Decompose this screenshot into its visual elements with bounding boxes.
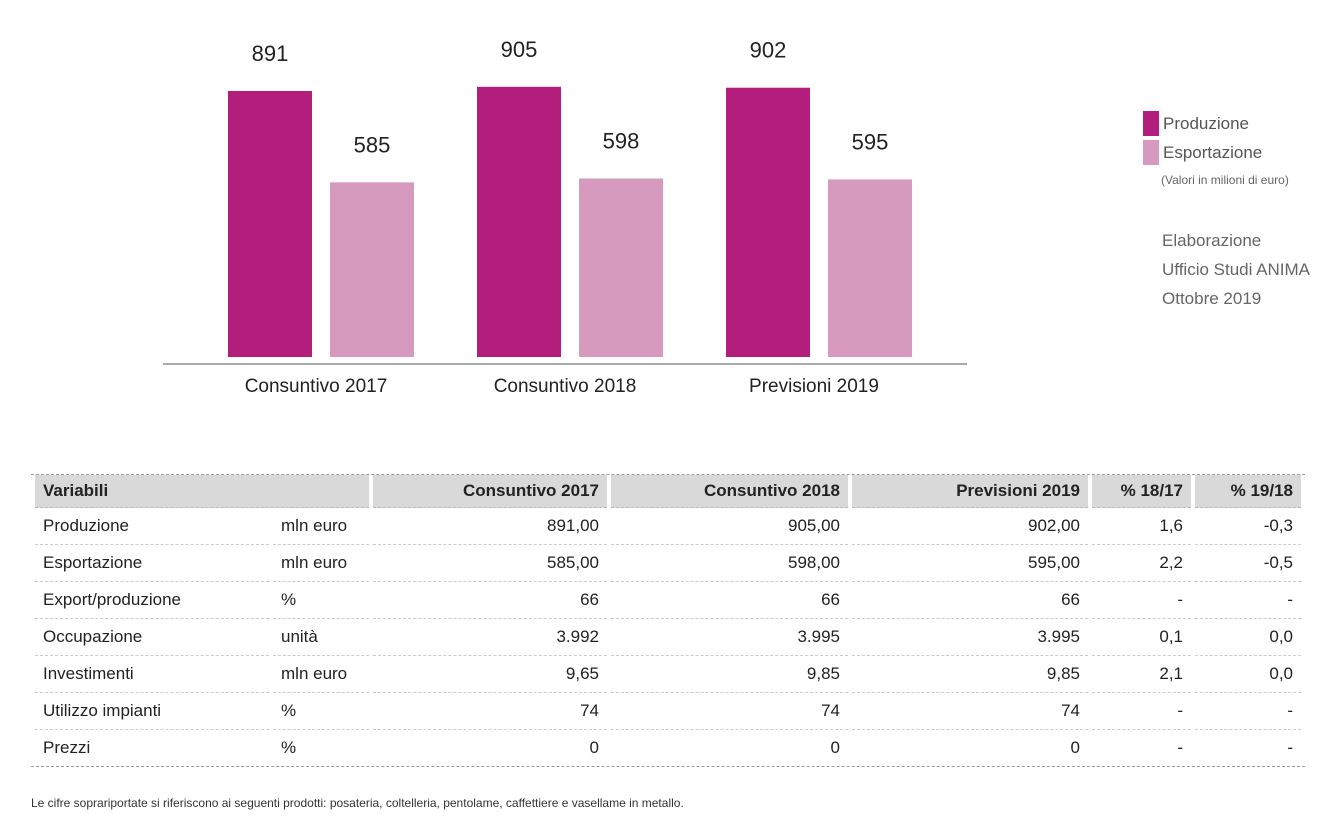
row-unit: mln euro — [273, 656, 369, 693]
cell-value: 74 — [852, 693, 1088, 730]
cell-value: 66 — [852, 582, 1088, 619]
row-label: Export/produzione — [35, 582, 269, 619]
row-unit: % — [273, 693, 369, 730]
row-unit: unità — [273, 619, 369, 656]
legend: Produzione Esportazione (Valori in milio… — [1143, 109, 1289, 187]
cell-value: 3.992 — [373, 619, 607, 656]
credit-line: Elaborazione — [1162, 231, 1262, 250]
credit-line: Ufficio Studi ANIMA — [1162, 260, 1311, 279]
table-header: Variabili Consuntivo 2017 Consuntivo 201… — [35, 475, 1301, 508]
cell-value: - — [1092, 582, 1191, 619]
cell-value: -0,3 — [1195, 508, 1301, 545]
data-label: 595 — [852, 129, 889, 154]
cell-value: 902,00 — [852, 508, 1088, 545]
table-row: Prezzi% 0 0 0 - - — [35, 730, 1301, 766]
cell-value: - — [1177, 738, 1183, 757]
x-tick-label: Consuntivo 2018 — [494, 376, 637, 397]
bar-produzione — [228, 91, 312, 357]
bar-produzione — [477, 86, 561, 357]
cell-value: 66 — [611, 582, 848, 619]
bar-esportazione — [828, 179, 912, 357]
unit-note: (Valori in milioni di euro) — [1161, 173, 1289, 187]
header-col: % 19/18 — [1195, 475, 1301, 508]
cell-value: 3.995 — [611, 619, 848, 656]
data-table: Variabili Consuntivo 2017 Consuntivo 201… — [31, 474, 1305, 767]
legend-item-produzione: Produzione — [1143, 109, 1289, 138]
table-row: Occupazione unità 3.992 3.995 3.995 0,1 0,0 — [35, 619, 1301, 656]
x-tick-label: Consuntivo 2017 — [245, 376, 388, 397]
cell-value: 0,0 — [1195, 656, 1301, 693]
data-label: 585 — [354, 132, 391, 157]
cell-value: 66 — [373, 582, 607, 619]
cell-value: - — [1287, 738, 1293, 757]
header-col: Consuntivo 2017 — [373, 475, 607, 508]
footnote: Le cifre soprariportate si riferiscono a… — [31, 796, 684, 810]
cell-value: 0,0 — [1195, 619, 1301, 656]
data-label: 598 — [603, 128, 640, 153]
cell-value: 0 — [1070, 738, 1080, 757]
table-row: Esportazione mln euro 585,00 598,00 595,00 2,… — [35, 545, 1301, 582]
cell-value: 585,00 — [373, 545, 607, 582]
cell-value: 9,85 — [852, 656, 1088, 693]
cell-value: - — [1195, 693, 1301, 730]
cell-value: -0,5 — [1195, 545, 1301, 582]
cell-value: 74 — [373, 693, 607, 730]
header-col: Previsioni 2019 — [852, 475, 1088, 508]
header-variabili: Variabili — [35, 475, 369, 508]
row-label: Prezzi — [43, 738, 91, 757]
row-unit: % — [273, 582, 369, 619]
table-row: Investimenti mln euro 9,65 9,85 9,85 2,1 0,0 — [35, 656, 1301, 693]
bar-chart: 891 585 Consuntivo 2017 905 598 Consuntivo 20… — [163, 37, 967, 397]
credit-line: Ottobre 2019 — [1162, 289, 1262, 308]
cell-value: 9,65 — [373, 656, 607, 693]
legend-label: Produzione — [1163, 113, 1250, 133]
bar-esportazione — [330, 182, 414, 357]
row-label: Esportazione — [35, 545, 269, 582]
row-label: Produzione — [35, 508, 269, 545]
table-row: Utilizzo impianti% 74 74 74- - — [35, 693, 1301, 730]
cell-value: 905,00 — [611, 508, 848, 545]
cell-value: 3.995 — [852, 619, 1088, 656]
cell-value: 0 — [589, 738, 599, 757]
row-unit: mln euro — [273, 545, 369, 582]
cell-value: 2,1 — [1092, 656, 1191, 693]
cell-value: 891,00 — [373, 508, 607, 545]
legend-swatch — [1143, 111, 1159, 136]
data-label: 905 — [501, 37, 538, 62]
cell-value: 595,00 — [852, 545, 1088, 582]
bar-produzione — [726, 87, 810, 357]
table-row: Produzione mln euro 891,00 905,00 902,00 1,6-… — [35, 508, 1301, 545]
row-label: Investimenti — [35, 656, 269, 693]
cell-value: 1,6 — [1092, 508, 1191, 545]
cell-value: - — [1195, 582, 1301, 619]
row-unit: mln euro — [273, 508, 369, 545]
cell-value: 0 — [830, 738, 840, 757]
header-col: % 18/17 — [1092, 475, 1191, 508]
legend-label: Esportazione — [1163, 142, 1263, 162]
cell-value: 598,00 — [611, 545, 848, 582]
legend-swatch — [1143, 140, 1159, 165]
credit: Elaborazione Ufficio Studi ANIMA Ottobre… — [1162, 226, 1310, 313]
cell-value: 74 — [611, 693, 848, 730]
x-tick-label: Previsioni 2019 — [749, 376, 879, 397]
bar-esportazione — [579, 178, 663, 357]
row-label: Occupazione — [35, 619, 269, 656]
cell-value: 9,85 — [611, 656, 848, 693]
cell-value: - — [1092, 693, 1191, 730]
cell-value: 2,2 — [1092, 545, 1191, 582]
legend-item-esportazione: Esportazione — [1143, 138, 1289, 167]
row-label: Utilizzo impianti — [35, 693, 269, 730]
row-unit: % — [281, 738, 297, 757]
data-label: 902 — [750, 38, 787, 63]
cell-value: 0,1 — [1092, 619, 1191, 656]
table-row: Export/produzione% 66 66 66- - — [35, 582, 1301, 619]
data-label: 891 — [252, 41, 289, 66]
header-col: Consuntivo 2018 — [611, 475, 848, 508]
